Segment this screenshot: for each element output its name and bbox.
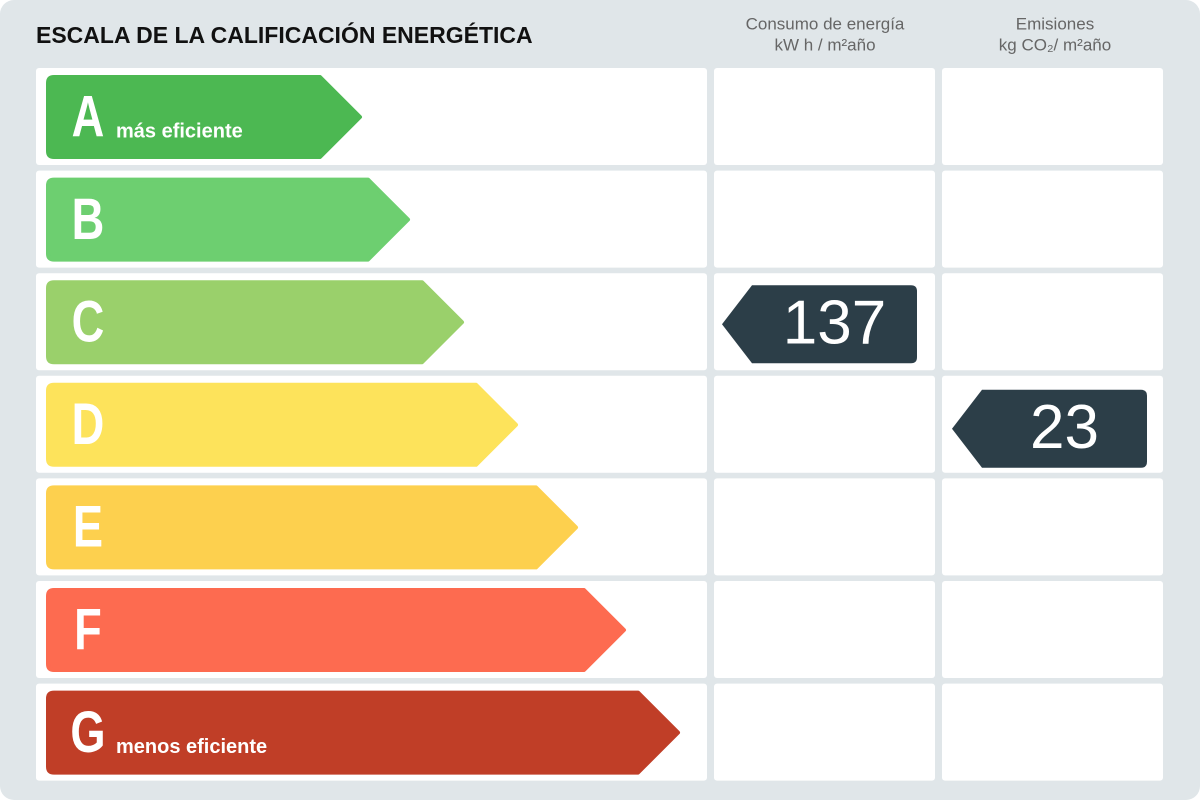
rating-arrow [46,588,626,672]
rating-arrow [46,382,518,467]
row-cell [714,581,935,678]
rating-note: menos eficiente [116,736,267,758]
column-header: Consumo de energía [746,14,905,33]
rating-arrow [46,177,410,262]
rating-letter: G [70,701,105,766]
row-cell [714,170,935,268]
row-cell [714,68,935,165]
column-unit: kW h / m²año [774,35,875,54]
row-cell [942,68,1163,165]
rating-arrow [46,690,680,775]
rating-letter: A [72,85,105,150]
rating-letter: F [74,598,102,663]
rating-letter: E [73,495,103,560]
indicator-value: 23 [1030,393,1099,462]
column-unit: kg CO₂/ m²año [999,35,1111,54]
title: ESCALA DE LA CALIFICACIÓN ENERGÉTICA [36,21,533,48]
indicator [722,285,917,364]
rating-arrow [46,280,464,365]
column-header: Emisiones [1016,14,1094,33]
rating-note: más eficiente [116,120,243,142]
rating-arrow [46,75,362,159]
row-cell [942,683,1163,781]
indicator-value: 137 [783,289,886,358]
row-cell [942,273,1163,371]
row-cell [714,683,935,781]
row-cell [942,581,1163,678]
row-cell [714,478,935,576]
row-cell [714,375,935,473]
rating-letter: B [72,188,105,253]
rating-letter: C [72,290,105,355]
rating-letter: D [72,393,105,458]
indicator [952,389,1147,468]
row-cell [942,478,1163,576]
rating-arrow [46,485,578,570]
row-cell [942,170,1163,268]
